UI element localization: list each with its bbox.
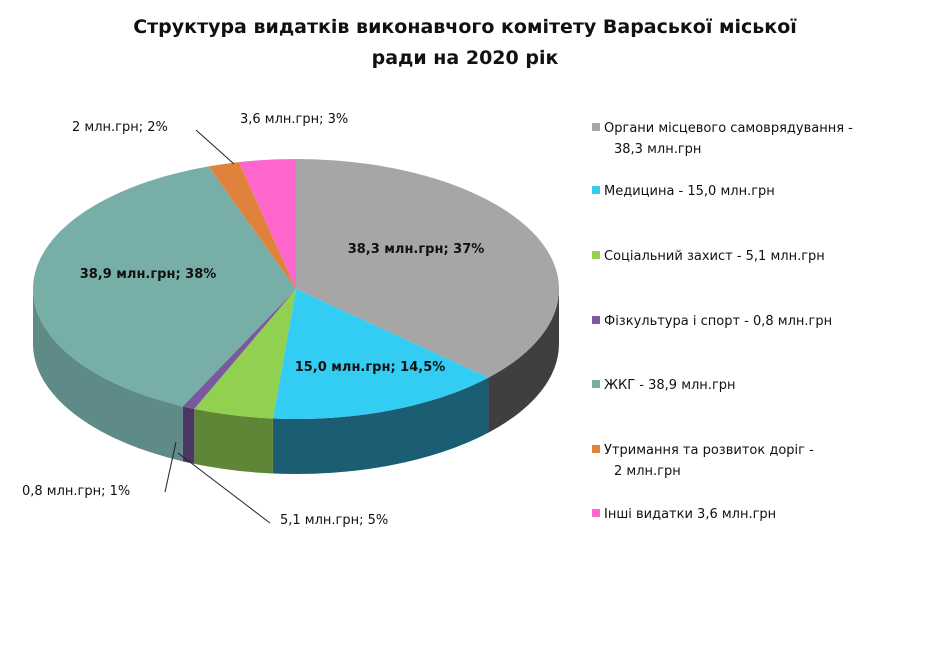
pie-slice [239, 159, 296, 289]
legend-label-cont: 38,3 млн.грн [614, 142, 702, 157]
data-label: 0,8 млн.грн; 1% [22, 484, 130, 499]
legend-swatch [592, 186, 600, 194]
legend-item-medicine: Медицина - 15,0 млн.грн [592, 181, 775, 202]
slice-side [194, 408, 273, 474]
legend-item-local-government: Органи місцевого самоврядування - 38,3 м… [592, 118, 853, 160]
leader-line [164, 441, 177, 493]
legend-label: Інші видатки 3,6 млн.грн [604, 507, 777, 522]
data-labels: 38,3 млн.грн; 37% 15,0 млн.грн; 14,5% 5,1 … [22, 112, 484, 528]
chart-title-line-2: ради на 2020 рік [371, 47, 559, 69]
legend-item-roads: Утримання та розвиток доріг - 2 млн.грн [592, 440, 814, 482]
legend-label: Утримання та розвиток доріг - [604, 443, 814, 458]
legend-swatch [592, 509, 600, 517]
slice-side [33, 289, 183, 462]
legend-label-cont: 2 млн.грн [614, 464, 681, 479]
legend-item-social-protection: Соціальний захист - 5,1 млн.грн [592, 246, 825, 267]
leader-line [177, 452, 271, 524]
slice-side [488, 289, 559, 433]
legend-swatch [592, 316, 600, 324]
legend-item-housing: ЖКГ - 38,9 млн.грн [592, 375, 736, 396]
pie-slice [272, 289, 489, 420]
chart-title: Структура видатків виконавчого комітету … [60, 12, 870, 74]
data-label: 15,0 млн.грн; 14,5% [295, 360, 446, 375]
pie-sides [33, 289, 559, 475]
chart-title-line-1: Структура видатків виконавчого комітету … [133, 16, 797, 38]
legend-item-sport: Фізкультура і спорт - 0,8 млн.грн [592, 311, 832, 332]
legend-label: Соціальний захист - 5,1 млн.грн [604, 249, 825, 264]
data-label: 5,1 млн.грн; 5% [280, 513, 388, 528]
legend-swatch [592, 445, 600, 453]
legend-label: Медицина - 15,0 млн.грн [604, 184, 775, 199]
data-label: 2 млн.грн; 2% [72, 120, 168, 135]
pie-slices [33, 159, 559, 420]
data-label: 3,6 млн.грн; 3% [240, 112, 348, 127]
data-label: 38,9 млн.грн; 38% [80, 267, 217, 282]
leader-lines [164, 129, 271, 524]
data-label: 38,3 млн.грн; 37% [348, 242, 485, 257]
legend-swatch [592, 123, 600, 131]
pie-slice [182, 289, 296, 409]
legend-swatch [592, 251, 600, 259]
legend-swatch [592, 380, 600, 388]
pie-slice [296, 159, 559, 378]
leader-line [195, 129, 235, 165]
legend-label: Органи місцевого самоврядування - [604, 121, 853, 136]
pie-slice [33, 166, 296, 407]
pie-slice [208, 162, 296, 289]
slice-side [272, 377, 489, 475]
legend-item-other: Інші видатки 3,6 млн.грн [592, 504, 776, 525]
pie-slice [194, 289, 296, 419]
legend-label: Фізкультура і спорт - 0,8 млн.грн [604, 314, 833, 329]
legend-label: ЖКГ - 38,9 млн.грн [604, 378, 736, 393]
slice-side [182, 406, 195, 464]
